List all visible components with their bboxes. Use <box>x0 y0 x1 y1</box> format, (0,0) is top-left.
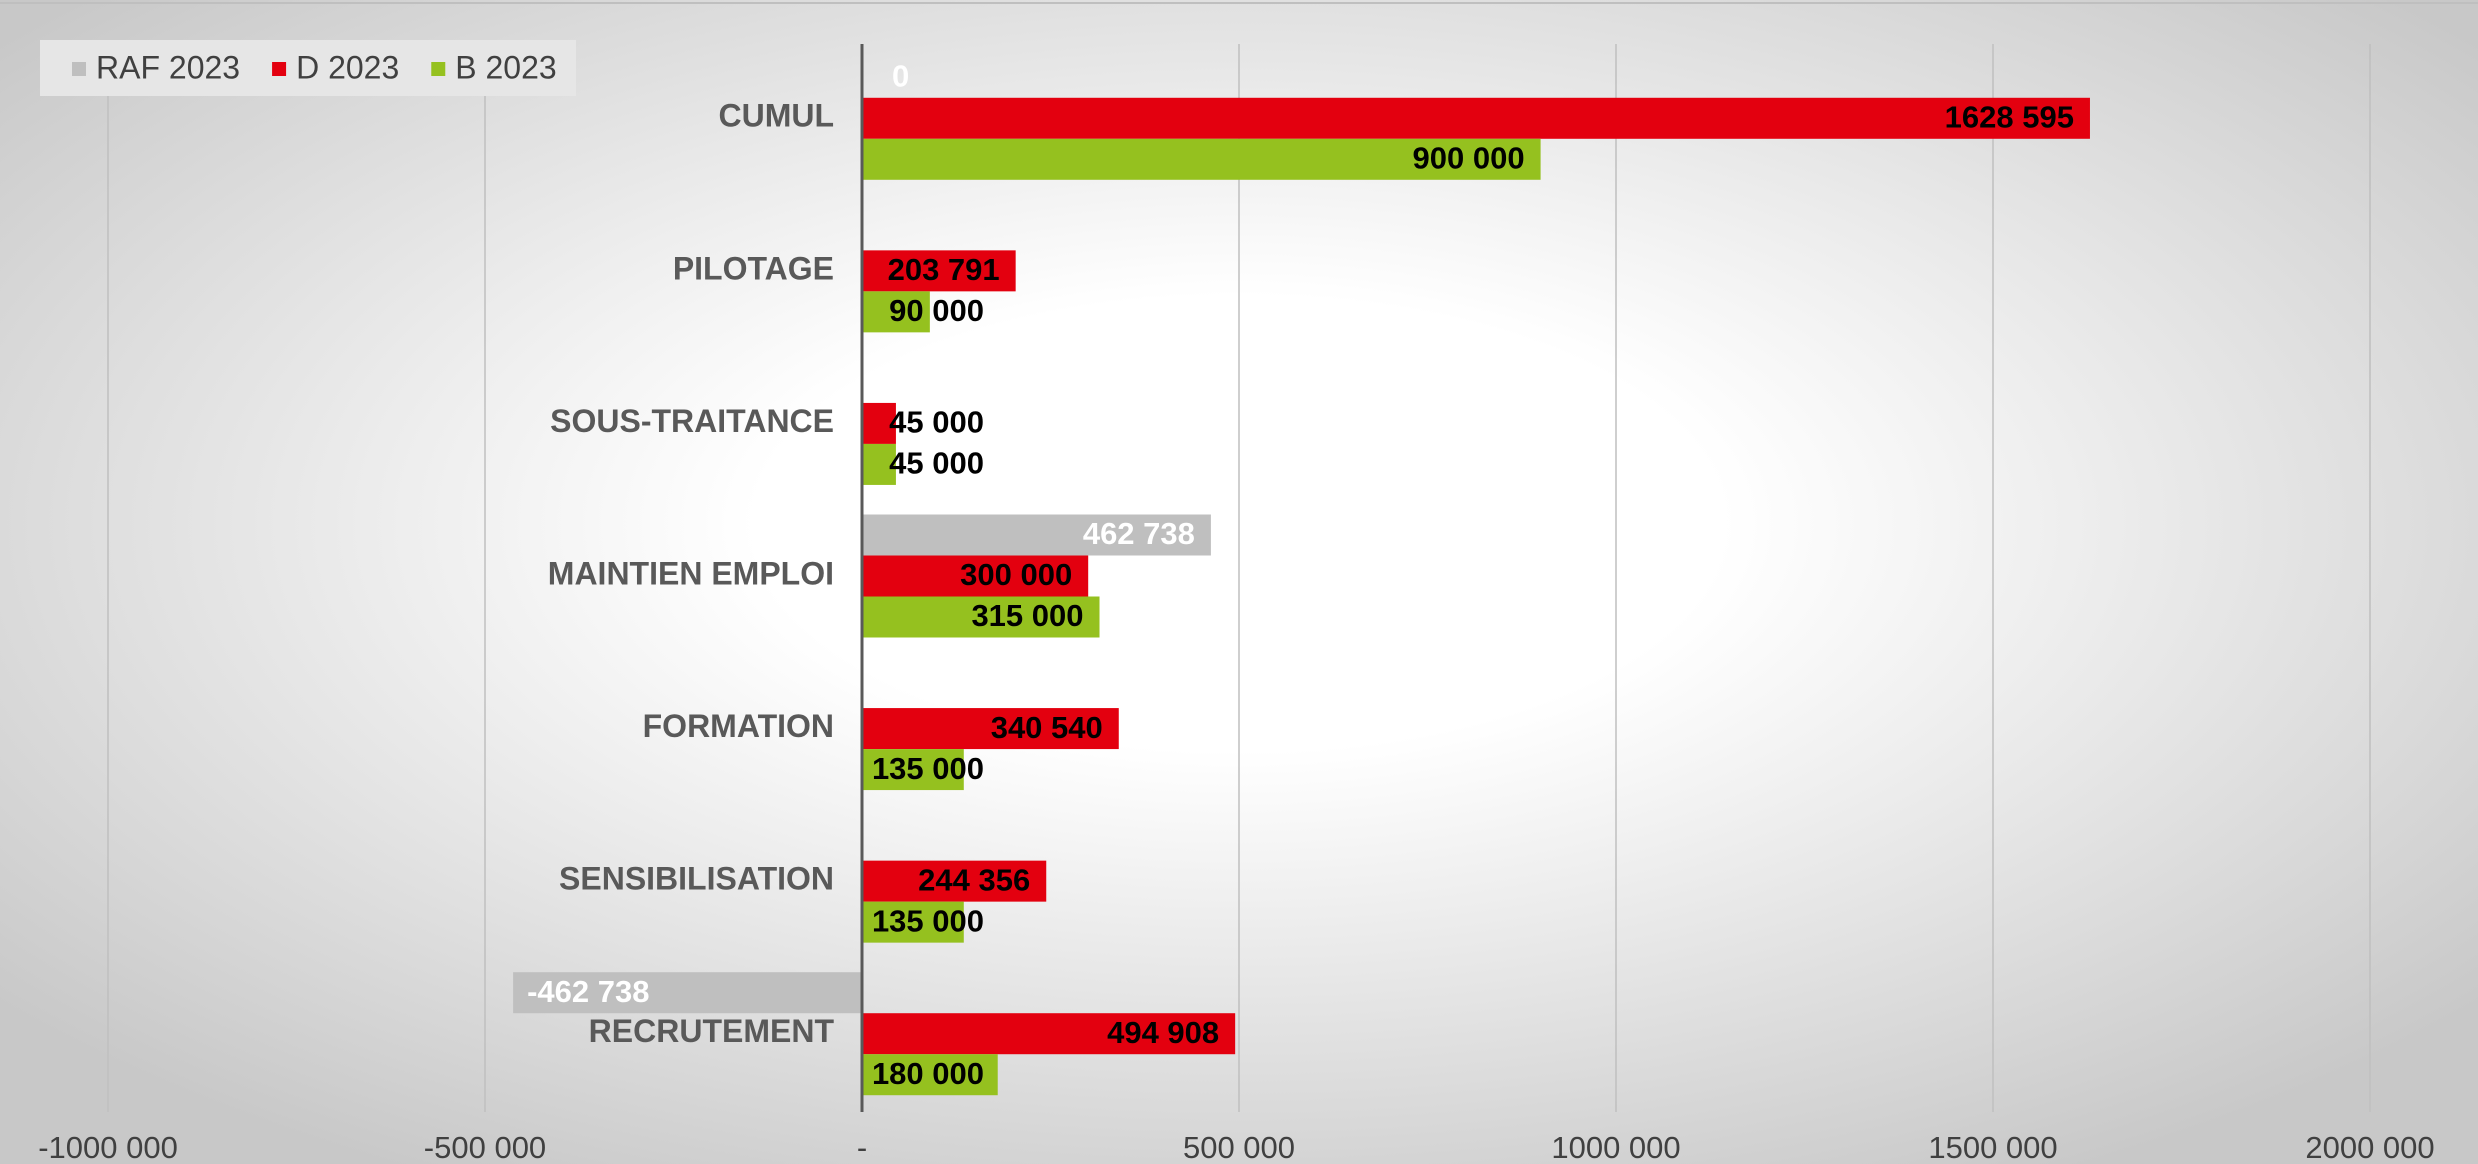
bar <box>862 402 896 444</box>
legend-swatch <box>431 62 446 76</box>
category-label: SOUS-TRAITANCE <box>550 403 834 439</box>
category-label: RECRUTEMENT <box>589 1013 835 1049</box>
bar <box>862 138 1541 180</box>
bar <box>862 1013 1236 1055</box>
data-label: 135 000 <box>872 903 984 938</box>
data-label: 300 000 <box>960 557 1072 592</box>
category-label: SENSIBILISATION <box>559 861 834 897</box>
x-tick-label: 1500 000 <box>1928 1130 2057 1164</box>
data-label: 180 000 <box>872 1056 984 1091</box>
category-label: MAINTIEN EMPLOI <box>548 555 834 591</box>
data-label: 135 000 <box>872 751 984 786</box>
data-label: 900 000 <box>1413 140 1525 175</box>
data-label: 45 000 <box>889 405 984 440</box>
legend-swatch <box>272 62 287 76</box>
bar <box>862 708 1119 750</box>
data-label: 315 000 <box>971 598 1083 633</box>
data-label: 0 <box>892 58 909 93</box>
bar <box>862 443 896 485</box>
bar <box>862 291 930 333</box>
data-label: 203 791 <box>888 252 1000 287</box>
data-label: 494 908 <box>1107 1015 1219 1050</box>
x-tick-label: -500 000 <box>424 1130 546 1164</box>
legend-label: B 2023 <box>455 49 556 85</box>
legend-box <box>40 40 576 96</box>
bar <box>862 555 1089 597</box>
bar <box>862 596 1100 638</box>
bar <box>513 972 862 1014</box>
x-tick-label: 2000 000 <box>2305 1130 2434 1164</box>
bar <box>862 1054 998 1096</box>
data-label: 45 000 <box>889 446 984 481</box>
data-label: 340 540 <box>991 710 1103 745</box>
x-tick-label: 1000 000 <box>1551 1130 1680 1164</box>
data-label: 90 000 <box>889 293 984 328</box>
bar <box>862 514 1211 556</box>
bar <box>862 97 2090 139</box>
legend-label: RAF 2023 <box>96 49 240 85</box>
category-label: FORMATION <box>643 708 834 744</box>
data-label: -462 738 <box>527 974 649 1009</box>
data-label: 1628 595 <box>1945 99 2074 134</box>
x-tick-label: - <box>857 1130 867 1164</box>
bar <box>862 901 964 943</box>
x-tick-label: -1000 000 <box>38 1130 178 1164</box>
bar <box>862 860 1047 902</box>
data-label: 244 356 <box>918 862 1030 897</box>
x-tick-label: 500 000 <box>1183 1130 1295 1164</box>
legend-swatch <box>72 62 86 76</box>
bar <box>862 250 1016 292</box>
legend-label: D 2023 <box>296 49 399 85</box>
category-label: PILOTAGE <box>673 250 834 286</box>
data-label: 462 738 <box>1083 516 1195 551</box>
bar <box>862 749 964 791</box>
category-label: CUMUL <box>718 98 834 134</box>
